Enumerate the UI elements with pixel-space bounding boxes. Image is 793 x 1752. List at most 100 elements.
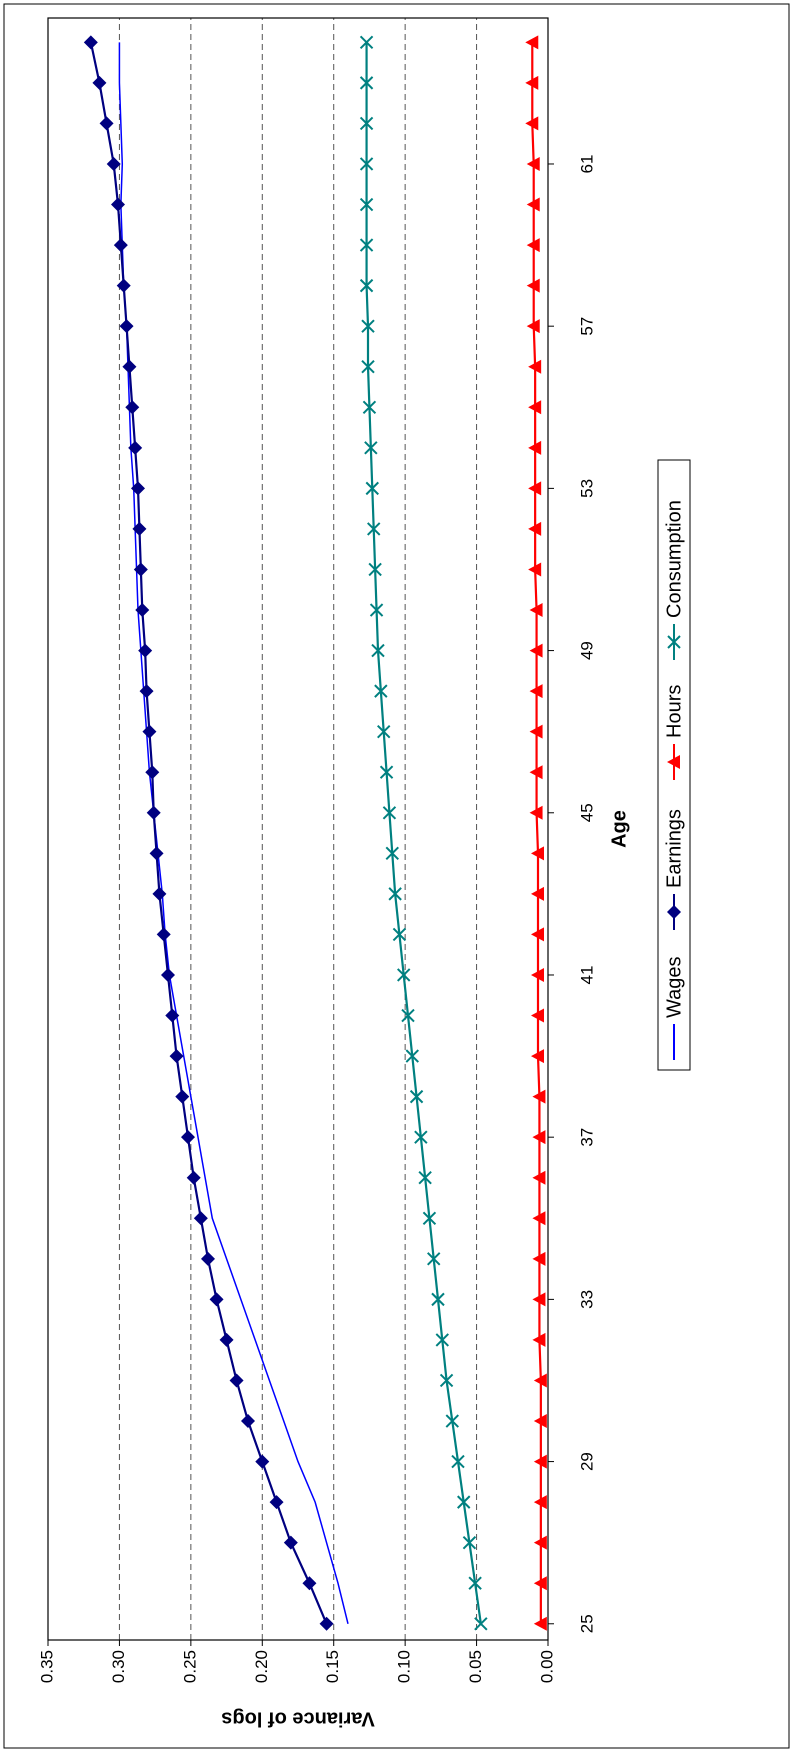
marker-diamond	[113, 238, 128, 253]
marker-diamond	[319, 1616, 334, 1631]
marker-diamond	[128, 440, 143, 455]
x-tick-label: 45	[577, 803, 596, 822]
marker-x	[388, 887, 402, 901]
marker-diamond	[138, 643, 153, 658]
marker-x	[367, 522, 381, 536]
marker-x	[414, 1130, 428, 1144]
marker-triangle	[529, 765, 543, 780]
y-tick-label: 0.30	[109, 1650, 128, 1683]
marker-triangle	[526, 156, 540, 171]
marker-diamond	[269, 1495, 284, 1510]
marker-diamond	[106, 156, 121, 171]
marker-triangle	[533, 1535, 547, 1550]
marker-x	[379, 765, 394, 779]
marker-x	[369, 603, 384, 617]
x-tick-label: 49	[577, 641, 596, 660]
marker-triangle	[528, 562, 542, 577]
marker-diamond	[139, 684, 154, 699]
marker-x	[377, 724, 391, 739]
marker-diamond	[142, 724, 157, 739]
marker-triangle	[528, 400, 542, 415]
marker-diamond	[133, 562, 148, 577]
marker-triangle	[532, 1251, 546, 1266]
x-tick-label: 53	[577, 479, 596, 498]
marker-x	[422, 1211, 437, 1225]
marker-triangle	[532, 1130, 546, 1145]
marker-triangle	[531, 967, 544, 982]
marker-x	[439, 1373, 454, 1388]
marker-x	[382, 806, 397, 820]
marker-x	[401, 1008, 415, 1023]
marker-triangle	[531, 886, 544, 901]
y-tick-label: 0.00	[537, 1650, 556, 1683]
marker-x	[462, 1535, 477, 1550]
marker-x	[359, 157, 374, 171]
y-axis-title: Variance of logs	[221, 1708, 374, 1730]
marker-diamond	[111, 197, 125, 212]
marker-triangle	[533, 1495, 547, 1510]
marker-triangle	[525, 116, 539, 131]
marker-diamond	[131, 481, 145, 496]
marker-triangle	[529, 724, 543, 739]
marker-diamond	[145, 765, 160, 780]
marker-x	[359, 35, 374, 50]
chart-body: 0.00 0.05 0.10 0.15 0.20 0.25 0.30 0.35 25 29 33 37…	[3, 3, 790, 1749]
marker-diamond	[156, 927, 171, 942]
marker-diamond	[122, 359, 137, 374]
y-tick-label: 0.15	[323, 1650, 342, 1683]
marker-x	[359, 116, 374, 131]
marker-triangle	[533, 1454, 547, 1469]
x-tick-label: 25	[577, 1614, 596, 1633]
series-line	[89, 42, 328, 1625]
legend-marker	[667, 755, 680, 769]
marker-triangle	[528, 440, 542, 455]
marker-x	[371, 643, 385, 658]
marker-x	[364, 441, 378, 455]
marker-diamond	[119, 319, 134, 334]
y-tick-label: 0.20	[252, 1650, 271, 1683]
x-tick-label: 29	[577, 1452, 596, 1471]
marker-diamond	[193, 1211, 208, 1226]
marker-triangle	[532, 1292, 546, 1307]
marker-triangle	[531, 927, 544, 942]
legend-label: Wages	[663, 956, 685, 1018]
marker-diamond	[116, 278, 131, 293]
x-axis-title: Age	[608, 810, 630, 848]
marker-x	[427, 1252, 441, 1266]
marker-diamond	[283, 1535, 298, 1550]
marker-diamond	[132, 521, 147, 536]
marker-diamond	[135, 603, 150, 618]
marker-triangle	[531, 846, 544, 861]
marker-diamond	[169, 1049, 184, 1064]
marker-triangle	[528, 521, 542, 536]
marker-diamond	[92, 75, 107, 90]
legend-label: Earnings	[663, 809, 685, 888]
marker-diamond	[165, 1008, 180, 1023]
marker-x	[431, 1292, 445, 1307]
marker-triangle	[531, 1049, 544, 1064]
marker-x	[409, 1089, 424, 1104]
marker-triangle	[529, 684, 543, 699]
marker-triangle	[533, 1576, 547, 1591]
marker-diamond	[149, 846, 164, 861]
marker-x	[368, 562, 382, 577]
marker-x	[359, 197, 374, 212]
marker-diamond	[186, 1170, 201, 1185]
marker-triangle	[526, 278, 540, 293]
marker-diamond	[175, 1089, 190, 1104]
marker-x	[392, 927, 407, 942]
marker-triangle	[532, 1170, 546, 1185]
marker-triangle	[526, 319, 540, 334]
marker-diamond	[83, 35, 98, 50]
marker-x	[365, 481, 379, 496]
marker-triangle	[526, 197, 540, 212]
marker-diamond	[99, 116, 114, 131]
marker-x	[359, 278, 374, 293]
marker-diamond	[152, 886, 167, 901]
legend-marker	[667, 635, 681, 649]
x-tick-label: 37	[577, 1128, 596, 1147]
marker-x	[374, 684, 388, 698]
x-tick-label: 33	[577, 1290, 596, 1309]
marker-x	[361, 319, 375, 333]
marker-x	[405, 1049, 419, 1063]
